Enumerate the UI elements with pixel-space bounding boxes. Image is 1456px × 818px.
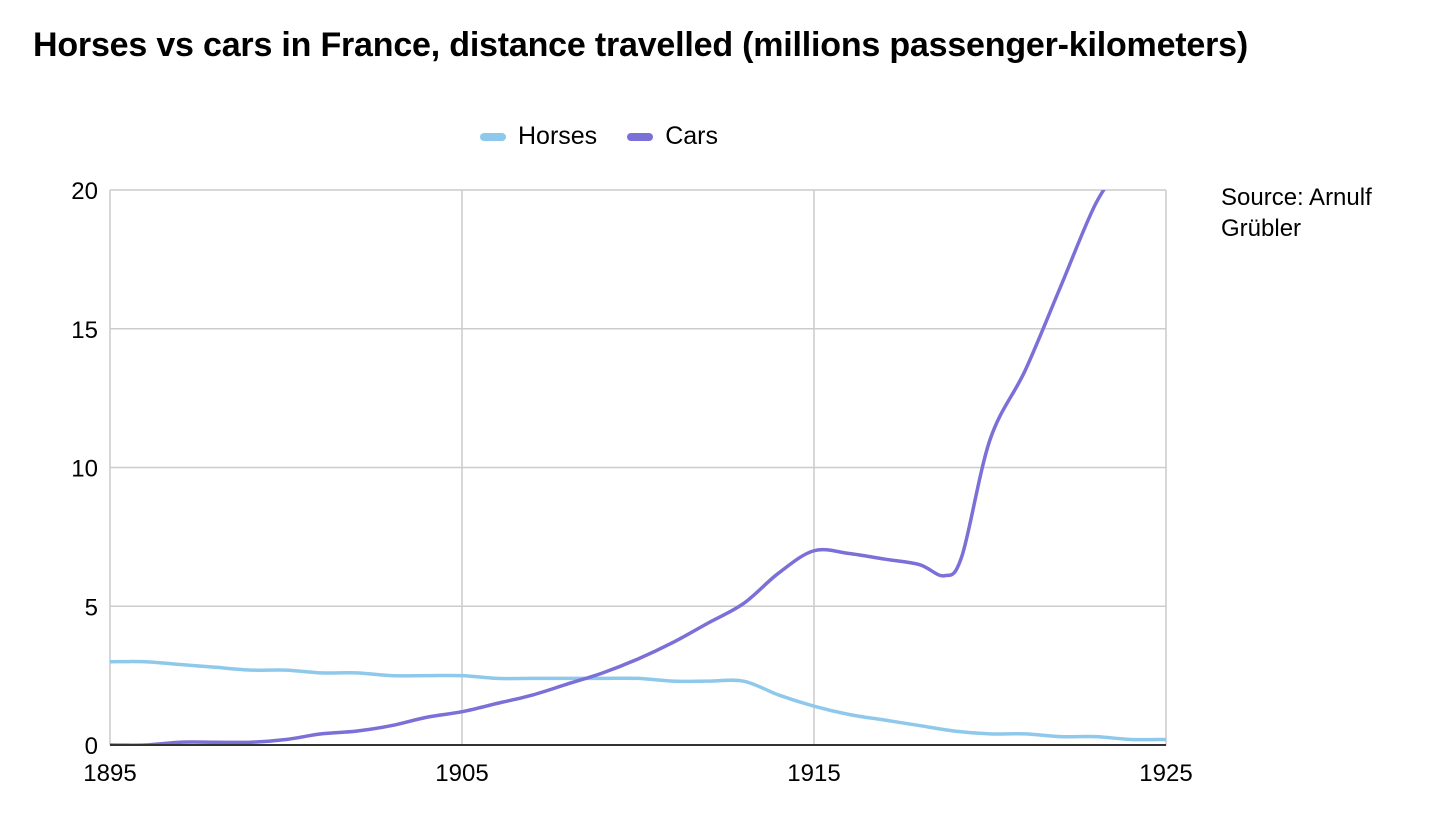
legend-label-horses: Horses: [518, 122, 598, 150]
y-tick-label: 10: [71, 456, 98, 483]
y-tick-label: 5: [85, 594, 98, 621]
legend-swatch-horses: [480, 132, 506, 141]
legend-item-cars: Cars: [627, 122, 718, 151]
source-annotation: Source: Arnulf Grübler: [1221, 184, 1372, 242]
series-line-horses: [110, 659, 1166, 742]
x-tick-label: 1915: [787, 760, 840, 787]
legend-item-horses: Horses: [480, 122, 597, 151]
x-tick-label: 1905: [435, 760, 488, 787]
chart-title: Horses vs cars in France, distance trave…: [33, 26, 1248, 64]
legend-swatch-cars: [627, 132, 654, 141]
y-tick-label: 20: [71, 178, 98, 205]
x-tick-label: 1895: [83, 760, 136, 787]
legend: Horses Cars: [480, 122, 748, 151]
y-tick-label: 15: [71, 317, 98, 344]
legend-label-cars: Cars: [665, 122, 718, 150]
y-tick-label: 0: [85, 733, 98, 760]
series-line-cars: [110, 190, 1106, 745]
x-tick-label: 1925: [1139, 760, 1192, 787]
